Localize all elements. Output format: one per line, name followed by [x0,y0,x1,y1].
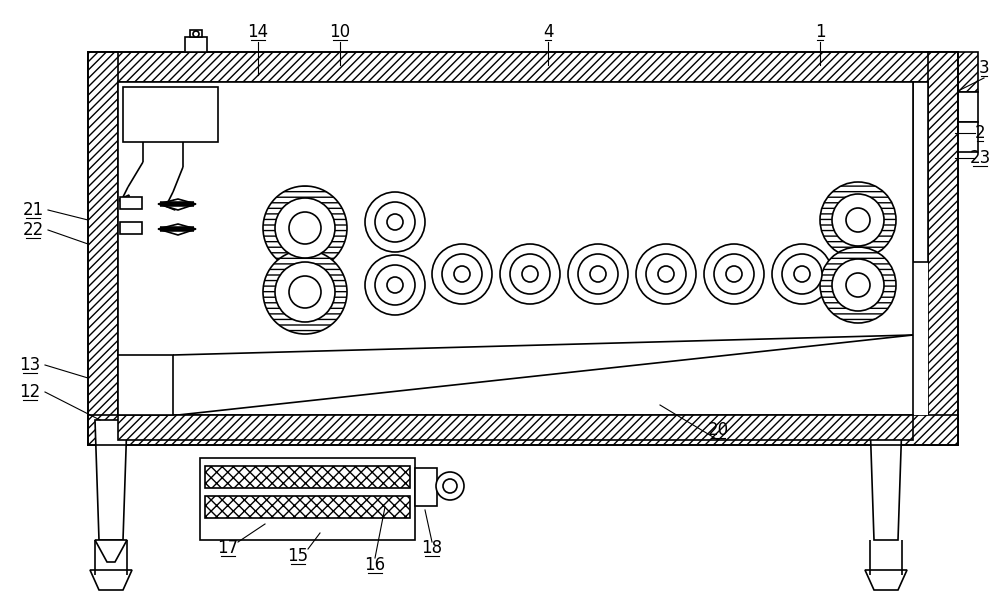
Bar [913,82,928,262]
Bar [928,52,958,445]
Circle shape [375,202,415,242]
Text: 15: 15 [287,547,309,565]
Circle shape [636,244,696,304]
Circle shape [820,247,896,323]
Circle shape [578,254,618,294]
Circle shape [500,244,560,304]
Circle shape [193,31,199,37]
Circle shape [289,276,321,308]
Circle shape [646,254,686,294]
Bar [88,415,958,445]
Circle shape [820,182,896,258]
Polygon shape [95,540,127,562]
Text: 23: 23 [969,149,991,167]
Circle shape [275,198,335,258]
Text: 16: 16 [364,556,386,574]
Text: 3: 3 [979,59,989,77]
Text: 20: 20 [707,421,729,439]
Circle shape [772,244,832,304]
Bar [958,122,978,152]
Circle shape [704,244,764,304]
Circle shape [263,250,347,334]
Circle shape [442,254,482,294]
Text: 13: 13 [19,356,41,374]
Circle shape [714,254,754,294]
Bar [120,197,142,209]
Circle shape [289,212,321,244]
Text: 1: 1 [815,23,825,41]
Bar [958,92,978,122]
Circle shape [782,254,822,294]
Bar [205,466,410,488]
Bar [120,222,142,234]
Circle shape [726,266,742,282]
Bar [88,52,958,82]
Polygon shape [158,199,196,210]
Circle shape [454,266,470,282]
Bar [185,37,207,52]
Circle shape [794,266,810,282]
Circle shape [590,266,606,282]
Bar [958,52,978,92]
Circle shape [365,192,425,252]
Text: 14: 14 [247,23,269,41]
Text: 21: 21 [22,201,44,219]
Circle shape [510,254,550,294]
Polygon shape [165,200,175,210]
Polygon shape [118,355,173,415]
Circle shape [832,259,884,311]
Text: 17: 17 [217,539,239,557]
Circle shape [832,194,884,246]
Circle shape [658,266,674,282]
Circle shape [263,186,347,270]
Circle shape [568,244,628,304]
Polygon shape [95,420,127,540]
Circle shape [387,277,403,293]
Text: 2: 2 [975,124,985,142]
Bar [205,496,410,518]
Circle shape [846,273,870,297]
Circle shape [522,266,538,282]
Text: 22: 22 [22,221,44,239]
Bar [415,468,437,506]
Circle shape [365,255,425,315]
Bar [200,458,415,540]
Bar [118,82,928,415]
Bar [88,52,118,445]
Bar [88,52,958,445]
Circle shape [275,262,335,322]
Text: 18: 18 [421,539,443,557]
Circle shape [375,265,415,305]
Bar [118,415,913,440]
Circle shape [443,479,457,493]
Bar [118,82,913,415]
Circle shape [436,472,464,500]
Polygon shape [870,420,902,540]
Polygon shape [120,195,129,205]
Bar [123,87,218,142]
Text: 12: 12 [19,383,41,401]
Text: 10: 10 [329,23,351,41]
Polygon shape [158,224,196,235]
Circle shape [846,208,870,232]
Bar [190,30,202,37]
Text: 4: 4 [543,23,553,41]
Polygon shape [90,570,132,590]
Polygon shape [865,570,907,590]
Circle shape [432,244,492,304]
Circle shape [387,214,403,230]
